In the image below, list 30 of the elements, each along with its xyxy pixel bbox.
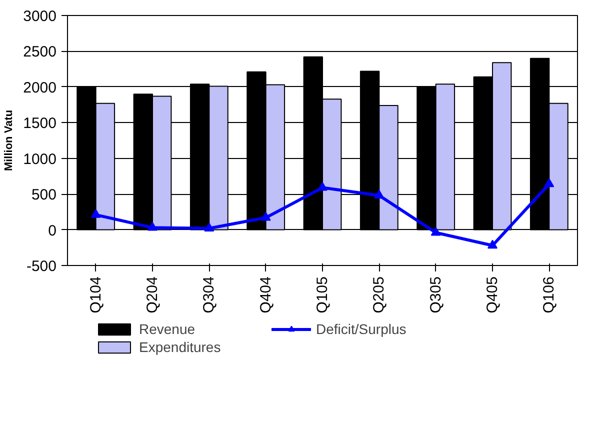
point [260,212,271,221]
x-tick-label: Q104 [87,276,104,314]
x-tick-label: Q305 [427,276,444,314]
point [148,222,158,231]
y-tick-label: 2000 [23,79,57,96]
x-tick-label: Q404 [257,276,274,314]
y-tick-label: 1500 [23,115,57,132]
legend-label: Expenditures [139,339,222,355]
y-tick-label: 1000 [23,150,57,168]
point [374,190,384,199]
y-tick-label: 2500 [23,44,57,61]
point [318,182,328,191]
point [488,240,498,249]
legend-label: Revenue [139,321,196,337]
y-tick-label: 3000 [23,8,57,25]
x-tick-label: Q205 [370,276,388,314]
y-tick-label: -500 [26,258,57,275]
x-tick-label: Q204 [144,276,161,314]
y-tick-label: 0 [48,222,56,240]
legend-label: Deficit/Surplus [316,321,408,337]
point [544,178,554,188]
x-tick-label: Q304 [200,276,218,314]
y-axis-title: Million Vatu [3,110,16,172]
x-tick-label: Q105 [314,276,331,314]
point [430,226,441,236]
y-tick-label: 500 [31,186,57,204]
point [204,222,214,232]
point [90,209,101,218]
x-tick-label: Q405 [484,276,501,314]
x-tick-label: Q106 [540,276,558,314]
